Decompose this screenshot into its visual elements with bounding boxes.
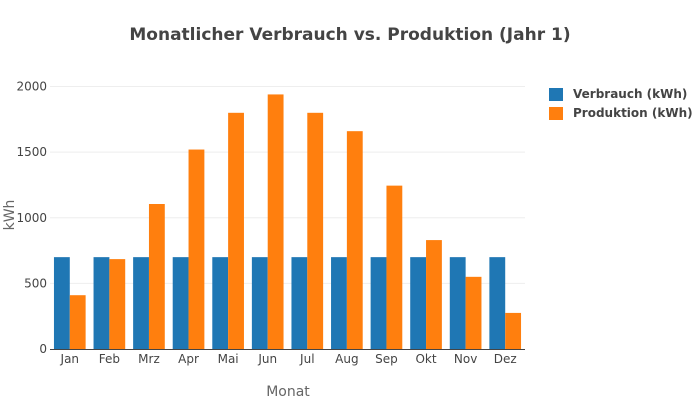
bar-produktion — [505, 312, 522, 349]
x-tick-label: Jan — [60, 352, 80, 366]
bar-verbrauch — [489, 257, 506, 349]
bar-verbrauch — [172, 257, 189, 349]
bar-verbrauch — [410, 257, 427, 349]
legend-swatch — [549, 107, 563, 120]
bar-produktion — [69, 295, 86, 349]
bar-verbrauch — [370, 257, 387, 349]
bar-verbrauch — [291, 257, 308, 349]
legend-swatch — [549, 88, 563, 101]
bars — [53, 94, 522, 350]
bar-produktion — [228, 112, 244, 350]
x-tick-label: Sep — [375, 352, 398, 366]
x-tick-label: Mrz — [138, 352, 160, 366]
bar-produktion — [386, 185, 403, 349]
gridlines — [50, 86, 525, 284]
y-tick-label: 2000 — [16, 80, 47, 94]
bar-verbrauch — [331, 257, 347, 349]
legend-label: Verbrauch (kWh) — [573, 87, 687, 101]
legend: Verbrauch (kWh) Produktion (kWh) — [549, 87, 693, 120]
legend-label: Produktion (kWh) — [573, 106, 693, 120]
y-axis-title: kWh — [2, 200, 18, 231]
bar-verbrauch — [133, 257, 149, 349]
x-tick-label: Okt — [415, 352, 436, 366]
bar-produktion — [109, 259, 126, 349]
x-tick-label: Jun — [257, 352, 277, 366]
x-tick-label: Feb — [99, 352, 120, 366]
y-tick-label: 500 — [24, 276, 47, 290]
bar-produktion — [346, 131, 363, 349]
x-tick-label: Jul — [299, 352, 314, 366]
bar-produktion — [267, 94, 284, 349]
bar-verbrauch — [93, 257, 110, 349]
bar-produktion — [148, 204, 165, 349]
bar-produktion — [465, 276, 482, 349]
bar-produktion — [426, 240, 442, 349]
bar-verbrauch — [212, 257, 229, 349]
bar-verbrauch — [53, 257, 70, 349]
bar-verbrauch — [449, 257, 466, 349]
bar-produktion — [307, 112, 324, 350]
x-tick-labels: Jan Feb Mrz Apr Mai Jun Jul Aug Sep Okt Nov Dez — [60, 352, 517, 366]
y-tick-labels: 0 500 1000 1500 2000 — [16, 80, 47, 356]
x-tick-label: Aug — [335, 352, 358, 366]
y-tick-label: 1500 — [16, 145, 47, 159]
bar-verbrauch — [251, 257, 268, 349]
bar-produktion — [188, 149, 205, 349]
y-tick-label: 0 — [39, 342, 47, 356]
x-tick-label: Nov — [454, 352, 477, 366]
x-axis-title: Monat — [266, 384, 310, 400]
x-tick-label: Apr — [178, 352, 199, 366]
chart-title: Monatlicher Verbrauch vs. Produktion (Ja… — [129, 25, 570, 45]
x-tick-label: Dez — [494, 352, 517, 366]
x-tick-label: Mai — [218, 352, 239, 366]
y-tick-label: 1000 — [16, 211, 47, 225]
